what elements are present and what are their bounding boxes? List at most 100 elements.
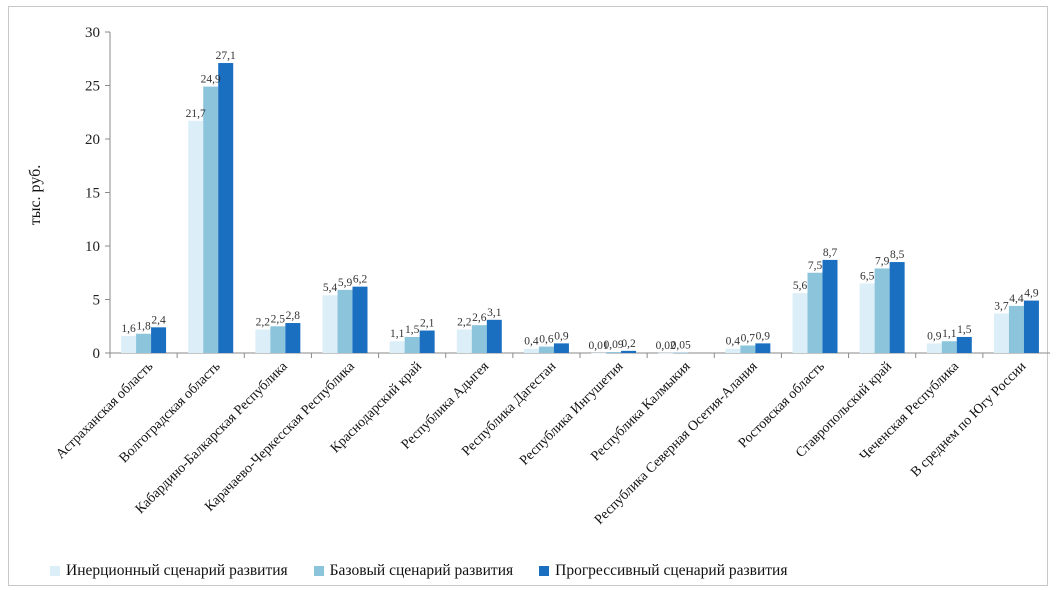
bar-inertial (389, 341, 405, 353)
bar-progressive (352, 286, 368, 353)
bar-base (270, 326, 286, 353)
data-label-inertial: 3,7 (994, 300, 1009, 312)
data-label-base: 5,9 (338, 277, 353, 289)
bar-base (203, 86, 219, 353)
bar-progressive (1023, 300, 1039, 353)
data-label-base: 24,9 (201, 74, 221, 86)
data-label-progressive: 27,1 (216, 50, 236, 62)
legend-label-inertial: Инерционный сценарий развития (66, 562, 288, 579)
data-label-inertial: 0,02 (656, 340, 676, 352)
data-label-progressive: 3,1 (487, 307, 502, 319)
data-label-progressive: 2,8 (286, 310, 301, 322)
y-axis-label: тыс. руб. (27, 165, 44, 226)
bar-inertial (725, 348, 741, 353)
data-label-base: 0,6 (539, 334, 554, 346)
data-label-progressive: 0,9 (756, 330, 771, 342)
bar-base (136, 333, 152, 353)
legend-swatch-progressive (539, 566, 550, 576)
data-label-progressive: 0,9 (554, 330, 569, 342)
data-label-progressive: 2,4 (151, 314, 166, 326)
category-label: В среднем по Югу России (908, 359, 1029, 480)
bar-base (941, 341, 957, 353)
data-label-base: 0,05 (671, 339, 691, 351)
y-tick-label: 10 (85, 239, 100, 255)
bar-base (337, 289, 353, 353)
bar-inertial (456, 329, 472, 353)
bar-progressive (956, 336, 972, 353)
bar-inertial (859, 283, 875, 353)
legend-label-base: Базовый сценарий развития (329, 562, 514, 579)
bar-progressive (151, 327, 167, 353)
bar-base (1008, 305, 1024, 353)
data-label-progressive: 6,2 (353, 274, 368, 286)
bar-progressive (218, 63, 234, 353)
bar-base (538, 346, 554, 353)
bar-base (740, 345, 756, 353)
data-label-inertial: 5,4 (323, 282, 338, 294)
bar-inertial (926, 343, 942, 353)
bar-inertial (993, 313, 1009, 353)
data-label-inertial: 1,1 (390, 328, 405, 340)
bar-progressive (822, 259, 838, 353)
data-label-base: 1,8 (136, 321, 151, 333)
bar-progressive (285, 323, 301, 353)
data-label-base: 2,5 (271, 313, 286, 325)
legend-swatch-base (313, 566, 324, 576)
data-label-inertial: 2,2 (457, 316, 472, 328)
legend-item-progressive: Прогрессивный сценарий развития (539, 562, 787, 580)
data-label-progressive: 8,5 (890, 249, 905, 261)
bar-progressive (553, 343, 569, 353)
data-label-base: 1,5 (405, 324, 420, 336)
data-label-inertial: 0,4 (524, 336, 539, 348)
data-label-progressive: 0,2 (621, 338, 636, 350)
bar-progressive (755, 343, 771, 353)
legend-item-inertial: Инерционный сценарий развития (50, 562, 288, 580)
data-label-progressive: 4,9 (1024, 288, 1039, 300)
y-tick-label: 25 (85, 79, 100, 95)
legend-label-progressive: Прогрессивный сценарий развития (555, 562, 788, 579)
data-label-inertial: 0,01 (589, 340, 609, 352)
data-label-base: 7,5 (808, 260, 823, 272)
bar-inertial (255, 329, 271, 353)
bar-base (673, 352, 689, 354)
legend-swatch-inertial (50, 566, 60, 576)
bar-base (606, 352, 622, 353)
y-tick-label: 30 (85, 25, 100, 41)
data-label-progressive: 1,5 (957, 324, 972, 336)
bar-base (807, 272, 823, 353)
y-tick-label: 5 (93, 293, 101, 309)
bar-inertial (591, 352, 607, 354)
data-label-inertial: 1,6 (121, 323, 136, 335)
chart-legend: Инерционный сценарий развития Базовый сц… (50, 558, 1050, 584)
category-label: Карачаево-Черкесская Республика (202, 359, 358, 515)
bar-base (874, 268, 890, 353)
y-tick-label: 20 (85, 132, 100, 148)
y-tick-label: 0 (93, 346, 101, 362)
bar-progressive (486, 319, 502, 353)
bar-progressive (419, 330, 435, 353)
bar-base (471, 325, 487, 353)
data-label-base: 4,4 (1009, 293, 1024, 305)
data-labels: 1,6 1,82,421,724,927,12,2 2,5 2,85,4 5,9 6,21… (121, 50, 1038, 352)
data-label-base: 0,7 (741, 333, 756, 345)
data-label-inertial: 0,4 (726, 336, 741, 348)
bar-inertial (188, 120, 204, 353)
data-label-inertial: 5,6 (793, 280, 808, 292)
chart-bars (121, 63, 1039, 354)
data-label-base: 2,6 (472, 312, 487, 324)
data-label-base: 0,09 (604, 339, 624, 351)
data-label-inertial: 6,5 (860, 270, 875, 282)
bar-inertial (523, 348, 539, 353)
data-label-inertial: 2,2 (256, 316, 271, 328)
bar-base (404, 336, 420, 353)
bar-inertial (121, 335, 137, 353)
data-label-base: 7,9 (875, 255, 890, 267)
bar-inertial (792, 293, 808, 353)
y-tick-label: 15 (85, 186, 100, 202)
bar-inertial (658, 352, 674, 354)
bar-progressive (889, 262, 905, 353)
data-label-base: 1,1 (942, 328, 957, 340)
legend-item-base: Базовый сценарий развития (313, 562, 514, 580)
